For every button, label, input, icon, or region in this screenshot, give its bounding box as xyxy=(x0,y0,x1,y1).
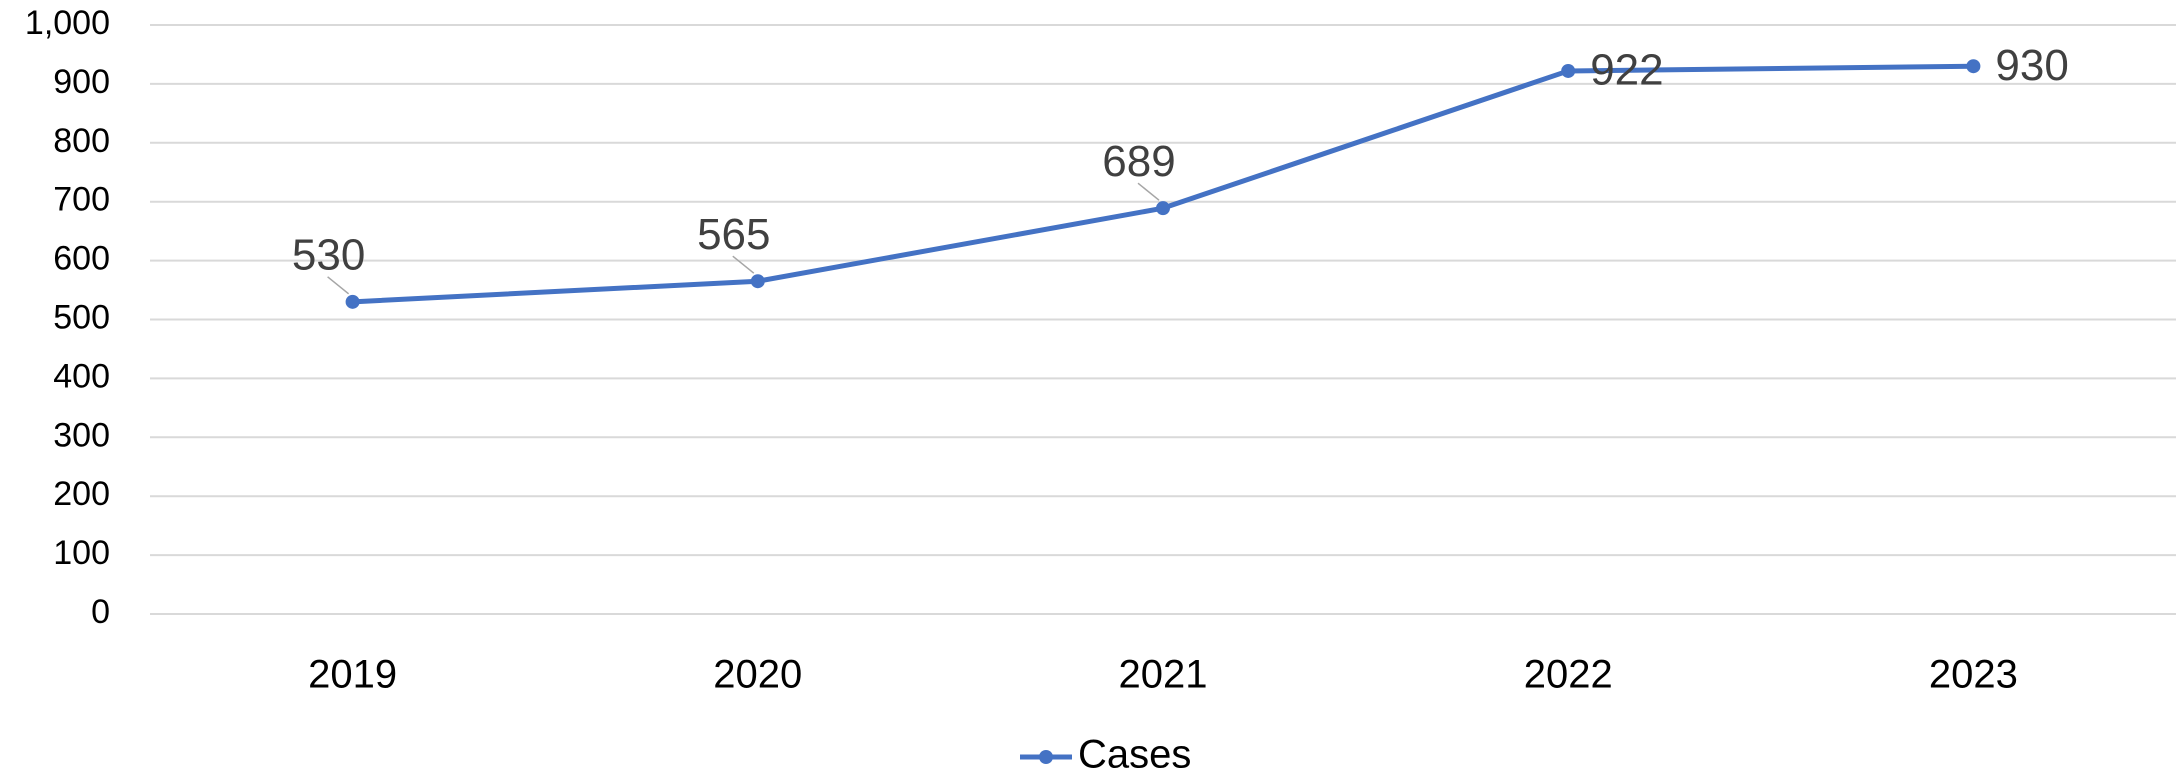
y-tick-label: 1,000 xyxy=(25,4,110,42)
data-labels: 530 565 689 922 930 xyxy=(292,41,2069,280)
y-tick-label: 100 xyxy=(53,534,110,572)
data-point xyxy=(750,274,765,289)
y-tick-label: 500 xyxy=(53,298,110,336)
series-cases xyxy=(345,59,1981,309)
data-label: 930 xyxy=(1995,41,2068,90)
data-point xyxy=(1966,59,1981,74)
x-axis-tick-labels: 2019 2020 2021 2022 2023 xyxy=(308,653,2018,697)
data-label: 565 xyxy=(697,210,770,259)
legend-marker-point xyxy=(1039,750,1053,764)
y-tick-label: 200 xyxy=(53,475,110,513)
legend: Cases xyxy=(1020,733,1191,777)
y-tick-label: 0 xyxy=(91,593,110,631)
data-label: 922 xyxy=(1590,46,1663,95)
data-point xyxy=(1561,63,1576,78)
x-tick-label: 2022 xyxy=(1524,653,1613,697)
y-axis-tick-labels: 0 100 200 300 400 500 600 700 800 900 1,000 xyxy=(25,4,110,631)
gridlines xyxy=(150,24,2176,615)
x-tick-label: 2021 xyxy=(1119,653,1208,697)
legend-label-cases: Cases xyxy=(1078,733,1191,777)
y-tick-label: 700 xyxy=(53,181,110,219)
data-label-leader xyxy=(732,255,755,274)
y-tick-label: 300 xyxy=(53,416,110,454)
x-tick-label: 2023 xyxy=(1929,653,2018,697)
data-label-leader xyxy=(1137,182,1160,201)
data-label: 689 xyxy=(1102,137,1175,186)
y-tick-label: 900 xyxy=(53,63,110,101)
y-tick-label: 800 xyxy=(53,122,110,160)
y-tick-label: 400 xyxy=(53,357,110,395)
data-label-leader-lines xyxy=(327,182,1160,295)
data-label-leader xyxy=(327,276,350,295)
y-tick-label: 600 xyxy=(53,240,110,278)
data-label: 530 xyxy=(292,230,365,279)
x-tick-label: 2020 xyxy=(713,653,802,697)
data-point xyxy=(345,294,360,309)
x-tick-label: 2019 xyxy=(308,653,397,697)
data-point xyxy=(1156,201,1170,216)
